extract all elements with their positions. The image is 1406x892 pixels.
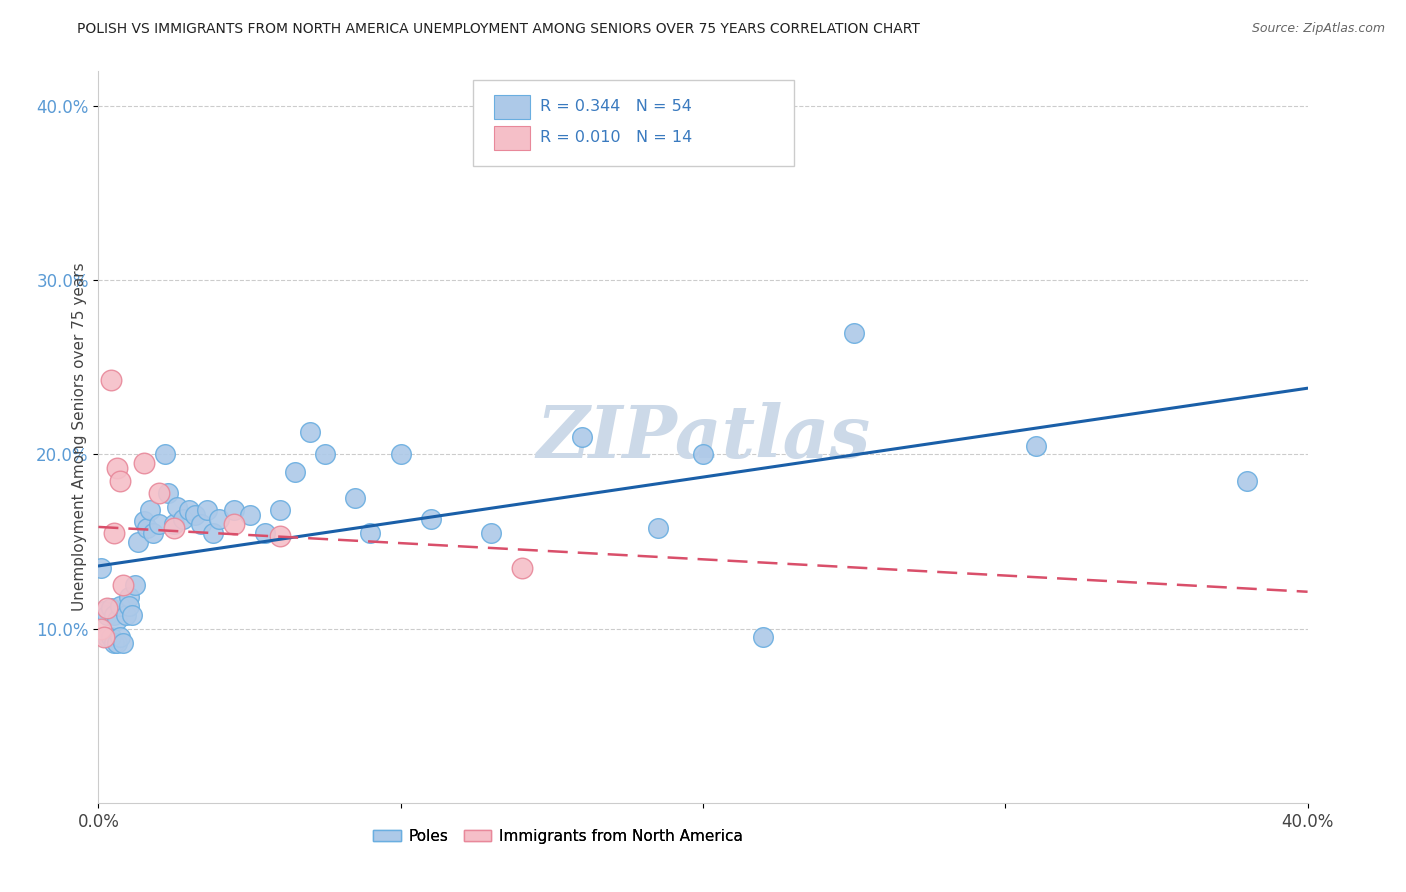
Point xyxy=(148,485,170,500)
Text: ZIPatlas: ZIPatlas xyxy=(536,401,870,473)
Point xyxy=(360,525,382,540)
Point xyxy=(1024,439,1046,453)
Point xyxy=(100,631,122,645)
Point xyxy=(127,534,149,549)
Point xyxy=(103,635,125,649)
Point xyxy=(90,622,112,636)
Point xyxy=(100,600,122,615)
Point xyxy=(118,599,141,613)
Point xyxy=(163,521,186,535)
Point xyxy=(420,512,443,526)
Point xyxy=(510,560,533,574)
Point xyxy=(481,525,503,540)
Point xyxy=(163,517,186,532)
Point xyxy=(132,514,155,528)
Point xyxy=(111,635,134,649)
Point xyxy=(224,503,246,517)
Point xyxy=(108,631,131,645)
Point xyxy=(103,607,125,622)
Point xyxy=(111,578,134,592)
Point xyxy=(90,560,112,574)
Point xyxy=(344,491,367,505)
Point xyxy=(100,373,122,387)
Point xyxy=(103,525,125,540)
Point xyxy=(208,512,231,526)
Point xyxy=(108,474,131,488)
Point xyxy=(118,591,141,605)
Point xyxy=(269,503,291,517)
Point xyxy=(190,517,212,532)
Point xyxy=(156,485,179,500)
Point xyxy=(195,503,218,517)
Point xyxy=(389,448,412,462)
Point xyxy=(172,512,194,526)
Point xyxy=(153,448,176,462)
Point xyxy=(253,525,276,540)
Point xyxy=(844,326,866,340)
Y-axis label: Unemployment Among Seniors over 75 years: Unemployment Among Seniors over 75 years xyxy=(72,263,87,611)
Point xyxy=(571,430,593,444)
Bar xyxy=(494,127,530,150)
Legend: Poles, Immigrants from North America: Poles, Immigrants from North America xyxy=(367,822,748,850)
Point xyxy=(96,600,118,615)
Point xyxy=(108,599,131,613)
Point xyxy=(105,635,128,649)
Point xyxy=(93,604,115,618)
Point xyxy=(299,425,322,439)
Point xyxy=(224,517,246,532)
Text: R = 0.010   N = 14: R = 0.010 N = 14 xyxy=(540,129,692,145)
Point xyxy=(114,607,136,622)
Point xyxy=(139,503,162,517)
Point xyxy=(96,607,118,622)
Point xyxy=(148,517,170,532)
Point xyxy=(314,448,336,462)
Point xyxy=(121,607,143,622)
Point xyxy=(142,525,165,540)
Point xyxy=(105,461,128,475)
Point xyxy=(166,500,188,514)
Point xyxy=(1236,474,1258,488)
Point xyxy=(184,508,207,523)
Text: R = 0.344   N = 54: R = 0.344 N = 54 xyxy=(540,99,692,114)
Point xyxy=(93,631,115,645)
Text: POLISH VS IMMIGRANTS FROM NORTH AMERICA UNEMPLOYMENT AMONG SENIORS OVER 75 YEARS: POLISH VS IMMIGRANTS FROM NORTH AMERICA … xyxy=(77,22,920,37)
Point xyxy=(179,503,201,517)
Point xyxy=(132,456,155,470)
Point xyxy=(647,521,669,535)
Bar xyxy=(494,95,530,119)
Point xyxy=(96,631,118,645)
Point xyxy=(105,613,128,627)
FancyBboxPatch shape xyxy=(474,80,793,167)
Point xyxy=(202,525,225,540)
Point xyxy=(284,465,307,479)
Text: Source: ZipAtlas.com: Source: ZipAtlas.com xyxy=(1251,22,1385,36)
Point xyxy=(239,508,262,523)
Point xyxy=(124,578,146,592)
Point xyxy=(135,521,157,535)
Point xyxy=(692,448,714,462)
Point xyxy=(752,631,775,645)
Point xyxy=(269,529,291,543)
